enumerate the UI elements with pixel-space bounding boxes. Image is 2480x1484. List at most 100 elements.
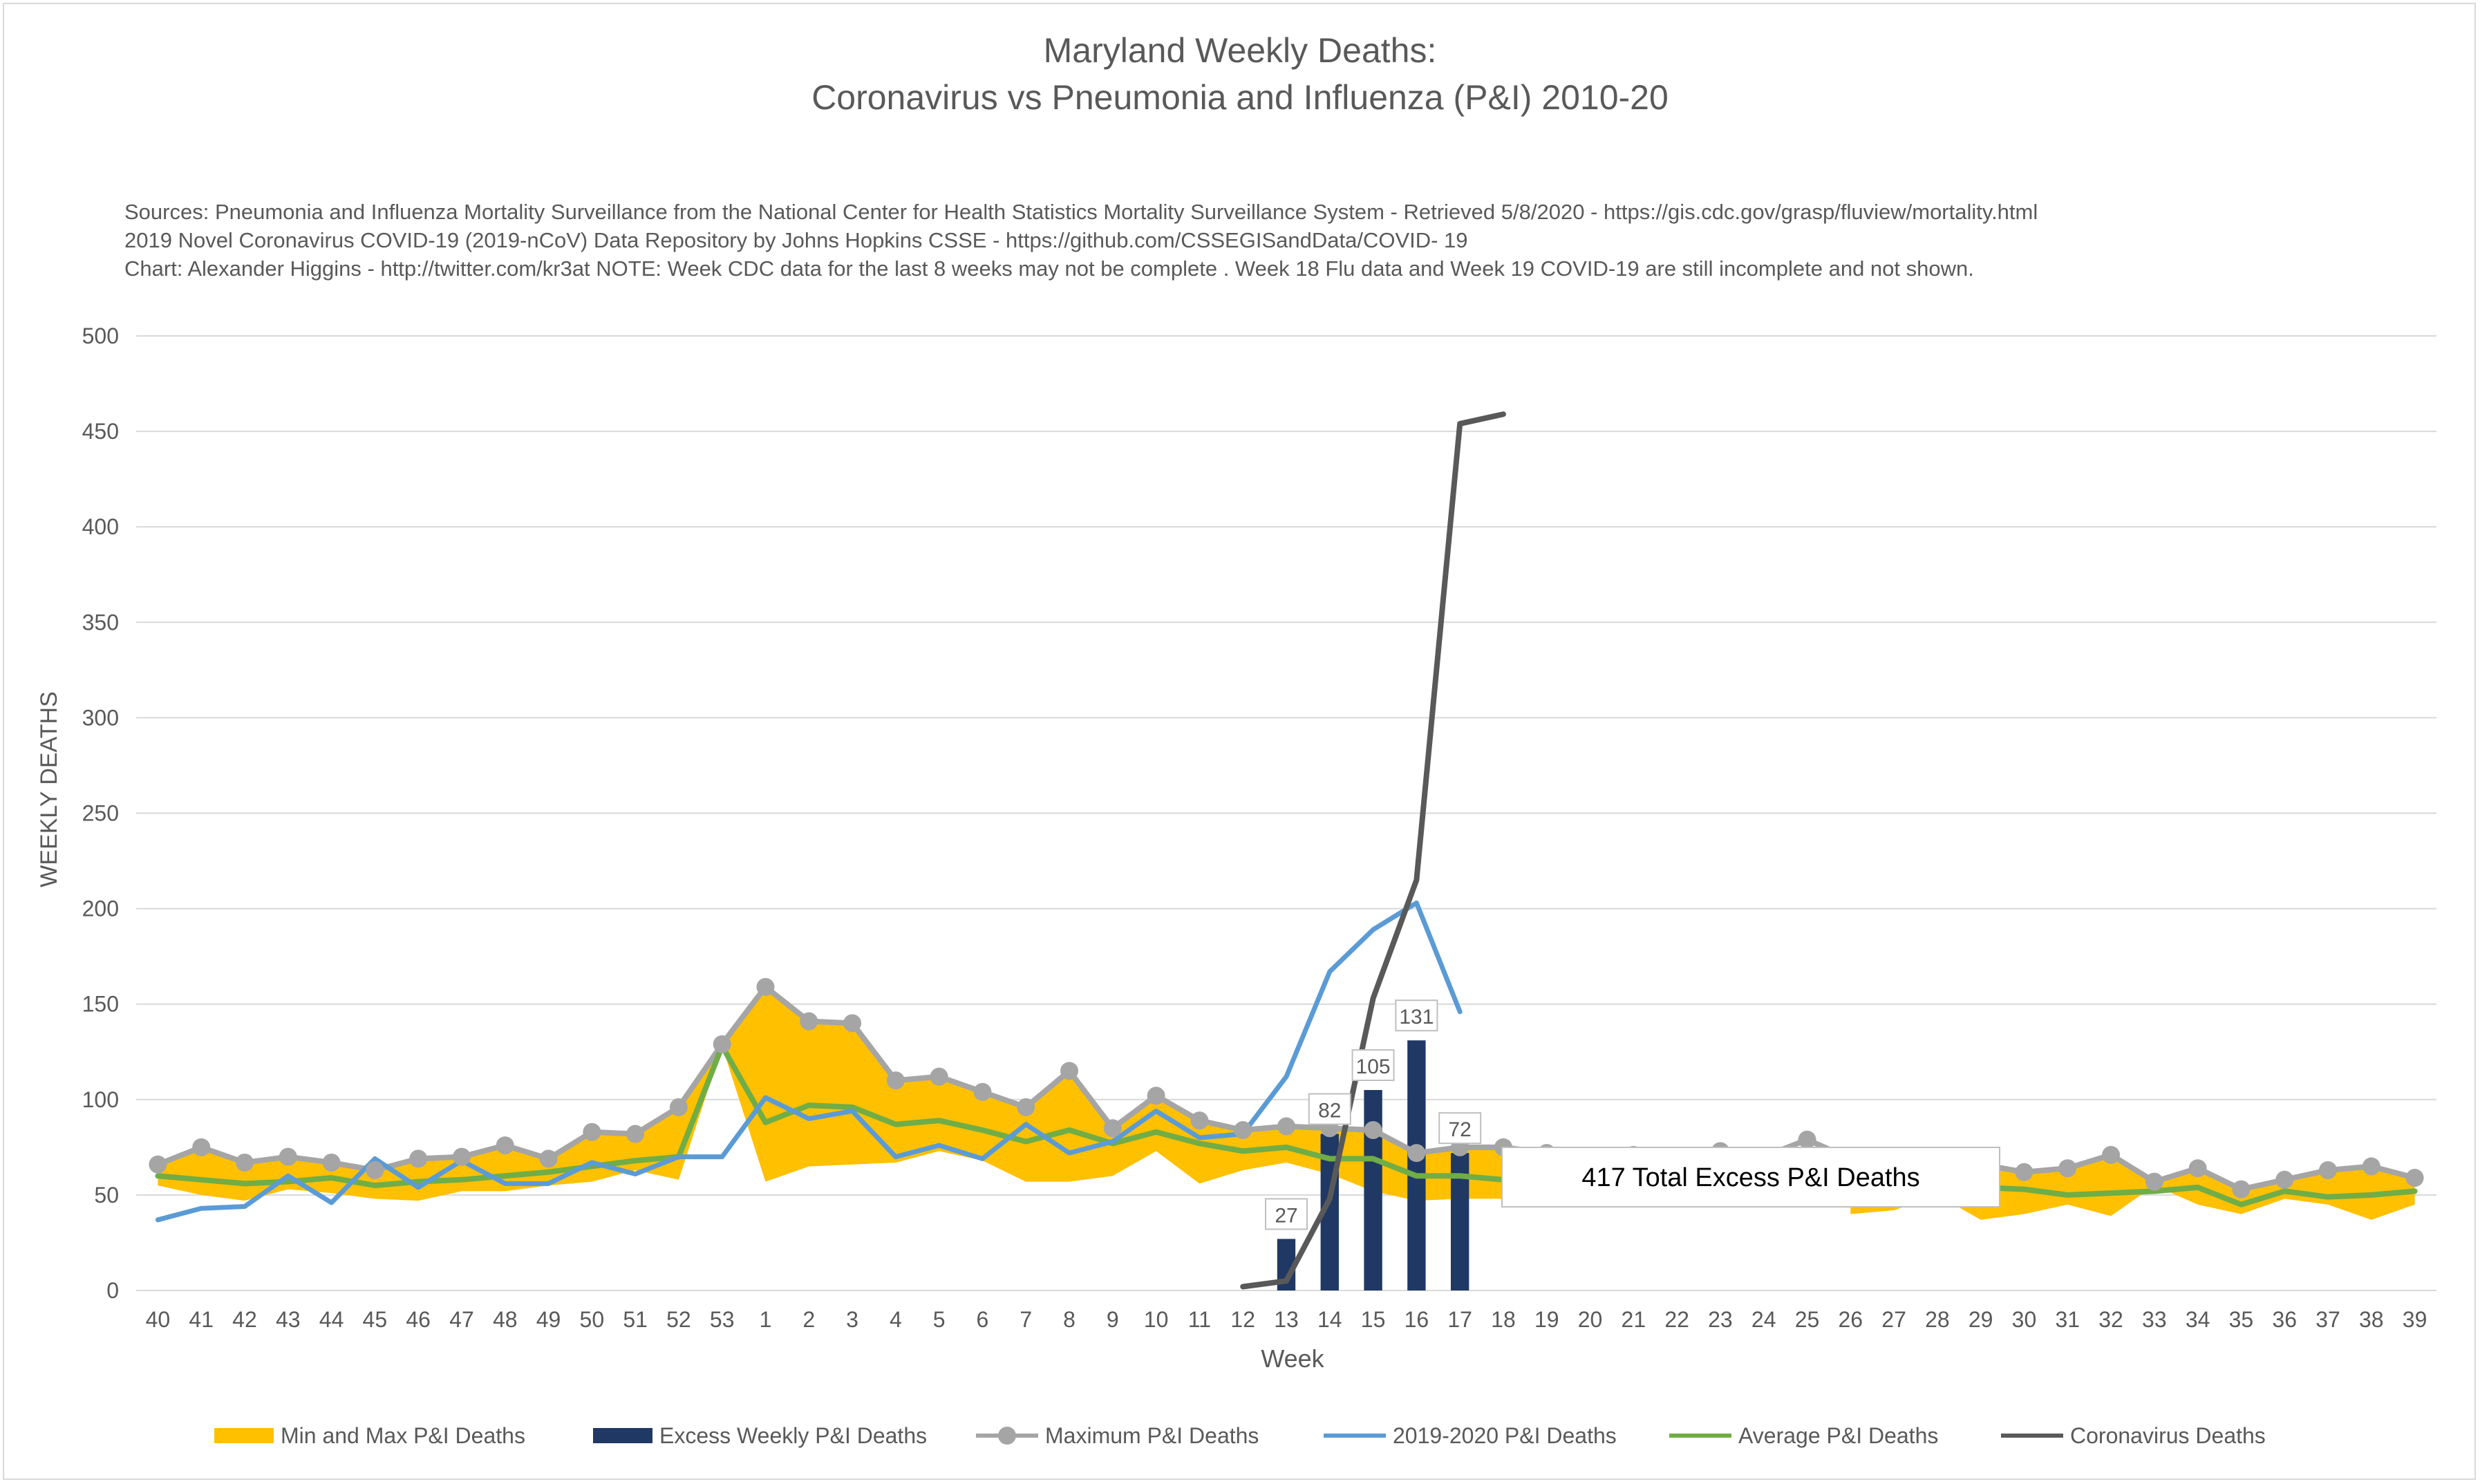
data-label-box bbox=[1308, 1093, 1351, 1125]
maximum-marker bbox=[583, 1123, 601, 1141]
x-tick-label: 24 bbox=[1751, 1307, 1776, 1332]
maximum-marker bbox=[496, 1136, 514, 1155]
x-tick-label: 23 bbox=[1708, 1307, 1733, 1332]
x-tick-label: 43 bbox=[276, 1307, 301, 1332]
x-tick-label: 4 bbox=[890, 1307, 902, 1332]
x-tick-label: 6 bbox=[977, 1307, 989, 1332]
legend-label: Average P&I Deaths bbox=[1738, 1422, 1939, 1448]
maximum-marker bbox=[2232, 1180, 2251, 1199]
x-tick-label: 7 bbox=[1020, 1307, 1032, 1332]
maximum-marker bbox=[2362, 1157, 2380, 1176]
y-tick-label: 200 bbox=[82, 896, 119, 921]
x-tick-label: 12 bbox=[1230, 1307, 1255, 1332]
chart-sources: Sources: Pneumonia and Influenza Mortali… bbox=[124, 198, 2038, 283]
maximum-marker bbox=[1147, 1087, 1165, 1105]
maximum-marker bbox=[2188, 1159, 2207, 1178]
legend-item: Min and Max P&I Deaths bbox=[214, 1418, 525, 1453]
annotation-box bbox=[1501, 1147, 2000, 1208]
data-label: 105 bbox=[1356, 1055, 1391, 1078]
source-line-2: 2019 Novel Coronavirus COVID-19 (2019-nC… bbox=[124, 228, 1468, 252]
x-tick-label: 39 bbox=[2403, 1307, 2427, 1332]
legend-swatch bbox=[2001, 1434, 2063, 1438]
maximum-marker bbox=[1277, 1117, 1295, 1136]
x-tick-label: 47 bbox=[449, 1307, 474, 1332]
source-line-3: Chart: Alexander Higgins - http://twitte… bbox=[124, 256, 1974, 281]
maximum-marker bbox=[930, 1067, 948, 1086]
y-tick-label: 250 bbox=[82, 801, 119, 826]
maximum-marker bbox=[1060, 1062, 1079, 1080]
data-label: 27 bbox=[1275, 1204, 1297, 1227]
x-tick-label: 17 bbox=[1447, 1307, 1472, 1332]
x-tick-label: 20 bbox=[1578, 1307, 1603, 1332]
maximum-marker bbox=[149, 1155, 167, 1174]
x-tick-label: 34 bbox=[2186, 1307, 2210, 1332]
annotation-text: 417 Total Excess P&I Deaths bbox=[1581, 1163, 1919, 1192]
maximum-marker bbox=[1798, 1130, 1816, 1149]
data-labels: 27 82 105 131 72 bbox=[1265, 999, 1482, 1230]
maximum-marker bbox=[669, 1098, 688, 1116]
x-tick-label: 5 bbox=[933, 1307, 946, 1332]
data-label-box bbox=[1395, 999, 1438, 1032]
x-tick-label: 11 bbox=[1188, 1307, 1211, 1332]
maximum-marker bbox=[322, 1153, 341, 1172]
x-tick-label: 13 bbox=[1274, 1307, 1299, 1332]
x-axis-title: Week bbox=[1261, 1344, 1324, 1373]
maximum-marker bbox=[235, 1153, 254, 1172]
data-label: 82 bbox=[1318, 1100, 1341, 1123]
legend-label: Maximum P&I Deaths bbox=[1045, 1422, 1259, 1448]
x-tick-label: 40 bbox=[146, 1307, 171, 1332]
x-tick-label: 8 bbox=[1063, 1307, 1075, 1332]
maximum-marker bbox=[2405, 1169, 2424, 1187]
y-axis-title: WEEKLY DEATHS bbox=[36, 691, 62, 887]
x-tick-label: 1 bbox=[760, 1307, 772, 1332]
x-tick-label: 27 bbox=[1881, 1307, 1906, 1332]
maximum-marker bbox=[2015, 1163, 2033, 1181]
data-label: 131 bbox=[1399, 1006, 1434, 1029]
y-tick-label: 400 bbox=[82, 514, 119, 539]
maximum-marker bbox=[2145, 1172, 2163, 1191]
excess-bar bbox=[1364, 1089, 1382, 1290]
maximum-marker bbox=[2275, 1170, 2294, 1189]
x-tick-label: 14 bbox=[1317, 1307, 1342, 1332]
legend-label: Min and Max P&I Deaths bbox=[281, 1422, 525, 1448]
legend-item: Excess Weekly P&I Deaths bbox=[593, 1418, 927, 1453]
x-tick-label: 48 bbox=[493, 1307, 518, 1332]
x-tick-label: 52 bbox=[666, 1307, 691, 1332]
legend-label: Excess Weekly P&I Deaths bbox=[659, 1422, 928, 1448]
maximum-marker bbox=[800, 1012, 818, 1031]
maximum-marker bbox=[1364, 1120, 1382, 1139]
x-tick-label: 29 bbox=[1969, 1307, 1993, 1332]
maximum-marker bbox=[1103, 1119, 1122, 1138]
y-tick-label: 500 bbox=[82, 323, 119, 348]
y-tick-label: 350 bbox=[82, 610, 119, 635]
x-tick-label: 37 bbox=[2315, 1307, 2340, 1332]
min-max-band bbox=[158, 986, 2415, 1220]
x-tick-label: 16 bbox=[1405, 1307, 1429, 1332]
x-tick-label: 22 bbox=[1664, 1307, 1689, 1332]
x-tick-label: 26 bbox=[1839, 1307, 1863, 1332]
data-label-box bbox=[1351, 1049, 1395, 1081]
x-tick-label: 46 bbox=[406, 1307, 431, 1332]
x-tick-label: 21 bbox=[1622, 1307, 1646, 1332]
maximum-marker bbox=[366, 1161, 384, 1179]
x-tick-label: 15 bbox=[1361, 1307, 1386, 1332]
legend-label: 2019-2020 P&I Deaths bbox=[1393, 1422, 1617, 1448]
chart-frame bbox=[3, 3, 2476, 1480]
x-tick-label: 2 bbox=[802, 1307, 815, 1332]
x-tick-label: 41 bbox=[189, 1307, 214, 1332]
maximum-marker bbox=[452, 1147, 471, 1166]
legend-swatch bbox=[214, 1428, 274, 1443]
maximum-marker bbox=[756, 977, 775, 996]
chart-title-line2: Coronavirus vs Pneumonia and Influenza (… bbox=[811, 78, 1669, 117]
y-tick-label: 150 bbox=[82, 992, 119, 1017]
legend: Min and Max P&I Deaths Excess Weekly P&I … bbox=[0, 1418, 2480, 1453]
average-line bbox=[155, 1043, 2418, 1208]
legend-item: Coronavirus Deaths bbox=[2001, 1418, 2266, 1453]
x-tick-label: 50 bbox=[580, 1307, 605, 1332]
data-label-box bbox=[1438, 1112, 1482, 1145]
x-tick-label: 3 bbox=[846, 1307, 858, 1332]
x-tick-label: 30 bbox=[2012, 1307, 2037, 1332]
coronavirus-line bbox=[1240, 411, 1506, 1290]
